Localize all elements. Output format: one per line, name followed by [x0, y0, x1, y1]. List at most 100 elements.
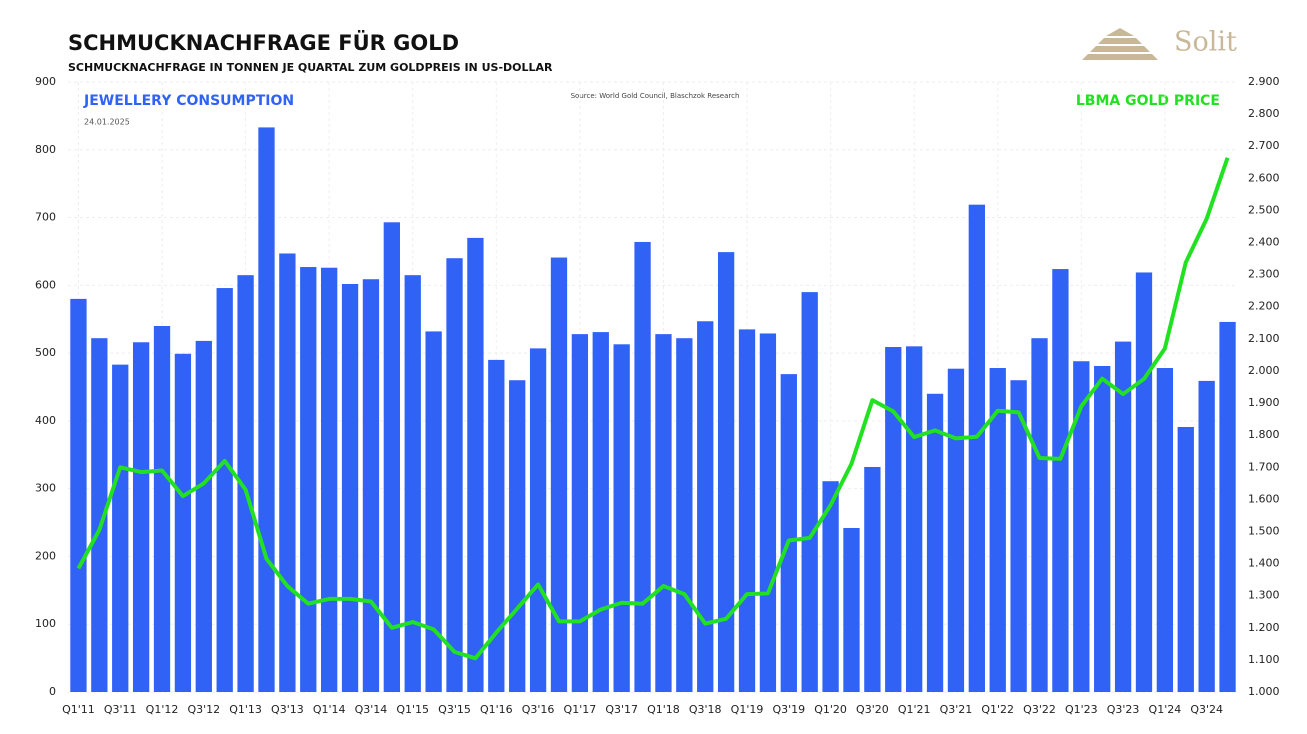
y-tick-label: 800	[35, 143, 56, 156]
bar	[1010, 380, 1027, 692]
bar	[738, 329, 756, 692]
bar	[195, 340, 212, 692]
bar	[1094, 365, 1111, 692]
bar	[926, 393, 944, 692]
x-tick-label: Q1'13	[229, 703, 262, 716]
x-tick-label: Q3'18	[689, 703, 722, 716]
x-tick-label: Q3'19	[772, 703, 805, 716]
bar	[174, 353, 192, 692]
x-tick-label: Q1'24	[1149, 703, 1182, 716]
x-tick-label: Q3'13	[271, 703, 304, 716]
bar	[759, 333, 777, 692]
bar	[634, 241, 651, 692]
bar	[1073, 361, 1090, 692]
y2-tick-label: 1.600	[1248, 492, 1280, 505]
y2-tick-label: 1.700	[1248, 460, 1280, 473]
y-tick-label: 900	[35, 75, 56, 88]
x-tick-label: Q1'21	[898, 703, 931, 716]
x-tick-label: Q1'16	[480, 703, 513, 716]
bar	[1135, 272, 1153, 692]
bar	[947, 368, 965, 692]
x-tick-label: Q3'17	[605, 703, 638, 716]
bar	[843, 527, 860, 692]
bar	[1177, 426, 1194, 692]
source: Source: World Gold Council, Blaschzok Re…	[571, 92, 740, 100]
y2-tick-label: 1.400	[1248, 557, 1280, 570]
x-tick-label: Q1'20	[814, 703, 847, 716]
y2-tick-label: 2.600	[1248, 171, 1280, 184]
bar	[655, 334, 672, 692]
x-tick-label: Q3'20	[856, 703, 889, 716]
x-tick-label: Q1'17	[564, 703, 597, 716]
y2-tick-label: 2.900	[1248, 75, 1280, 88]
y-tick-label: 100	[35, 617, 56, 630]
bar	[362, 279, 380, 692]
y2-tick-label: 1.800	[1248, 428, 1280, 441]
bar	[1198, 380, 1215, 692]
bar	[571, 334, 589, 692]
x-tick-label: Q1'22	[981, 703, 1014, 716]
bar	[300, 267, 317, 692]
bar	[676, 338, 693, 692]
bar	[801, 292, 818, 692]
bar	[404, 275, 421, 692]
bar	[446, 258, 463, 692]
x-tick-label: Q3'23	[1107, 703, 1140, 716]
x-tick-label: Q3'14	[355, 703, 388, 716]
x-tick-label: Q3'22	[1023, 703, 1056, 716]
x-tick-label: Q3'15	[438, 703, 471, 716]
bar	[279, 253, 296, 692]
bar	[1156, 368, 1174, 692]
x-tick-label: Q1'18	[647, 703, 680, 716]
y2-tick-label: 2.200	[1248, 300, 1280, 313]
bar	[509, 380, 526, 692]
y2-tick-label: 1.300	[1248, 589, 1280, 602]
y2-tick-label: 1.500	[1248, 524, 1280, 537]
x-tick-label: Q3'16	[522, 703, 555, 716]
bar	[383, 222, 400, 693]
bar	[341, 283, 359, 692]
x-tick-label: Q1'19	[731, 703, 764, 716]
bar	[237, 275, 254, 692]
x-tick-label: Q3'11	[104, 703, 137, 716]
bar	[906, 346, 923, 692]
bar	[258, 127, 275, 692]
y2-tick-label: 2.500	[1248, 203, 1280, 216]
bar	[112, 364, 129, 692]
chart-title: SCHMUCKNACHFRAGE FÜR GOLD	[68, 30, 459, 55]
bar	[70, 298, 87, 692]
bar	[613, 344, 630, 692]
y-tick-label: 500	[35, 346, 56, 359]
logo: Solit	[1174, 27, 1237, 58]
bar	[697, 321, 714, 692]
y2-tick-label: 1.900	[1248, 396, 1280, 409]
bar	[321, 267, 338, 692]
bar	[467, 237, 484, 692]
bar	[488, 359, 505, 692]
bar	[216, 288, 233, 692]
y2-tick-label: 2.400	[1248, 236, 1280, 249]
y-tick-label: 600	[35, 278, 56, 291]
x-tick-label: Q3'21	[940, 703, 973, 716]
legend-right: LBMA GOLD PRICE	[1076, 93, 1220, 109]
bar	[550, 257, 568, 692]
bar	[132, 342, 150, 692]
x-tick-label: Q1'11	[62, 703, 95, 716]
y2-tick-label: 1.000	[1248, 685, 1280, 698]
y2-tick-label: 2.300	[1248, 268, 1280, 281]
bar	[1219, 321, 1236, 692]
bar	[780, 374, 797, 692]
x-tick-label: Q1'12	[146, 703, 179, 716]
x-tick-label: Q1'15	[396, 703, 429, 716]
y-tick-label: 700	[35, 211, 56, 224]
bar	[425, 331, 442, 692]
x-tick-label: Q1'23	[1065, 703, 1098, 716]
bar	[822, 481, 839, 692]
bar	[592, 332, 609, 692]
x-tick-label: Q3'24	[1190, 703, 1223, 716]
bar	[1031, 338, 1048, 692]
legend-left: JEWELLERY CONSUMPTION	[83, 93, 294, 109]
bar	[1052, 269, 1069, 692]
date: 24.01.2025	[84, 118, 130, 127]
